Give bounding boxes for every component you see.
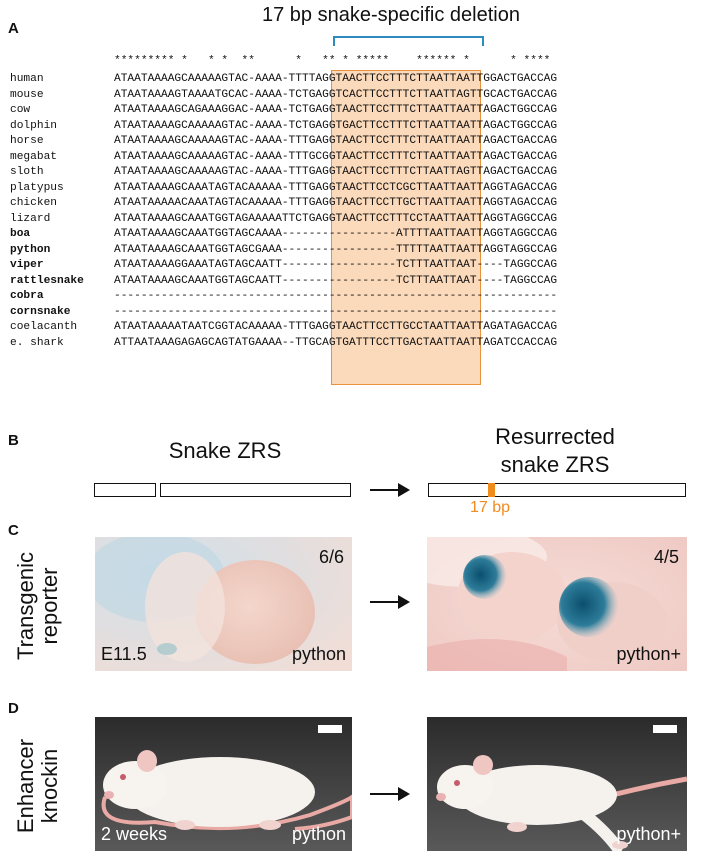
species-sequence: ATAATAAAAATAATCGGTACAAAAA-TTTGAGGTAACTTC… [114, 321, 558, 333]
panel-b-letter: B [8, 432, 19, 449]
count-left: 6/6 [318, 547, 344, 567]
species-name: lizard [10, 212, 51, 225]
snake-zrs-bar-segment-2 [160, 483, 351, 497]
species-name: e. shark [10, 336, 64, 349]
panel-c-side-label: Transgenic reporter [13, 536, 66, 676]
species-sequence: ATAATAAAAGCAAATGGTAGCGAAA---------------… [114, 243, 558, 256]
species-sequence: ATAATAAAAGCAAATGGTAGCAATT---------------… [114, 274, 558, 287]
species-sequence: ATAATAAAAGCAAAAAGTAC-AAAA-TCTGAGGTGACTTC… [114, 119, 558, 132]
mouse-image-right [427, 717, 687, 851]
species-name: megabat [10, 150, 57, 163]
species-names: human mouse cow dolphin horse megabat sloth pla… [10, 72, 114, 351]
resurrected-title-line2: snake ZRS [500, 452, 610, 477]
arrow-d-head [398, 787, 410, 801]
species-sequence: ATAATAAAAGCAGAAAGGAC-AAAA-TCTGAGGTAACTTC… [114, 104, 558, 116]
count-right: 4/5 [653, 547, 679, 567]
species-name: cornsnake [10, 305, 71, 318]
species-name: dolphin [10, 119, 57, 132]
deletion-title: 17 bp snake-specific deletion [262, 4, 520, 26]
genotype-left-d: python [291, 824, 346, 844]
embryo-photo-python: 6/6 E11.5 python [95, 537, 352, 671]
species-sequence: ATAATAAAAACAAATAGTACAAAAA-TTTGAGGTAACTTC… [114, 197, 558, 209]
species-sequence: ATAATAAAAGCAAAAAGTAC-AAAA-TTTGAGGTAACTTC… [114, 135, 558, 147]
insert-label: 17 bp [470, 499, 511, 516]
side-label-line1: Transgenic [13, 552, 38, 661]
conservation-stars: ********* * * * ** * ** * ***** ****** *… [114, 55, 551, 67]
age-label: 2 weeks [101, 824, 168, 844]
species-name: boa [10, 228, 31, 240]
mouse-photo-python: 2 weeks python [95, 717, 352, 851]
stage-label: E11.5 [101, 644, 147, 664]
arrow-b-head [398, 483, 410, 497]
arrow-b-shaft [370, 489, 400, 491]
arrow-d-shaft [370, 793, 400, 795]
species-sequence: ATAATAAAAGCAAAAAGTAC-AAAA-TTTGCGGTAACTTC… [114, 150, 558, 163]
snake-zrs-title: Snake ZRS [168, 438, 282, 463]
species-sequence: ATAATAAAAGCAAATAGTACAAAAA-TTTGAGGTAACTTC… [114, 181, 558, 194]
species-name: human [10, 73, 44, 85]
species-sequence: ATAATAAAAGCAAATGGTAGAAAAATTCTGAGGTAACTTC… [114, 212, 558, 225]
genotype-left-c: python [291, 644, 346, 664]
deletion-bracket [333, 36, 484, 46]
panel-d-letter: D [8, 700, 19, 717]
side-label-line2: reporter [37, 567, 62, 645]
genotype-right-d: python+ [616, 824, 681, 844]
panel-a-letter: A [8, 20, 19, 37]
species-sequence: ----------------------------------------… [114, 290, 558, 302]
species-name: coelacanth [10, 321, 78, 333]
side-label-line2-d: knockin [37, 748, 62, 824]
embryo-photo-python-plus: 4/5 python+ [427, 537, 687, 671]
species-sequence: ATAATAAAAGCAAAAAGTAC-AAAA-TTTGAGGTAACTTC… [114, 166, 558, 178]
insert-marker [488, 483, 495, 497]
arrow-c-shaft [370, 601, 400, 603]
species-sequence: ATAATAAAAGCAAATGGTAGCAAAA---------------… [114, 228, 558, 240]
species-name: platypus [10, 181, 64, 194]
snake-zrs-bar-segment-1 [94, 483, 156, 497]
species-sequence: ATTAATAAAGAGAGCAGTATGAAAA--TTGCAGTGATTTC… [114, 336, 558, 349]
species-name: cow [10, 104, 31, 116]
species-sequence: ATAATAAAAGGAAATAGTAGCAATT---------------… [114, 259, 558, 271]
resurrected-zrs-bar [428, 483, 686, 497]
species-name: rattlesnake [10, 274, 84, 287]
species-name: mouse [10, 88, 44, 101]
arrow-c-head [398, 595, 410, 609]
panel-c-letter: C [8, 522, 19, 539]
species-sequence: ATAATAAAAGCAAAAAGTAC-AAAA-TTTTAGGTAACTTC… [114, 73, 558, 85]
sequence-alignment: ATAATAAAAGCAAAAAGTAC-AAAA-TTTTAGGTAACTTC… [114, 72, 557, 351]
side-label-line1-d: Enhancer [13, 738, 38, 834]
panel-d-side-label: Enhancer knockin [13, 716, 66, 856]
embryo-image-left [95, 537, 352, 671]
species-name: viper [10, 259, 44, 271]
mouse-photo-python-plus: python+ [427, 717, 687, 851]
species-sequence: ----------------------------------------… [114, 305, 558, 318]
deletion-highlight-box [331, 70, 481, 385]
species-name: sloth [10, 166, 44, 178]
species-name: cobra [10, 290, 44, 302]
embryo-image-right [427, 537, 687, 671]
mouse-image-left [95, 717, 352, 851]
resurrected-title-line1: Resurrected [495, 424, 615, 449]
genotype-right-c: python+ [616, 644, 681, 664]
species-name: chicken [10, 197, 57, 209]
species-name: horse [10, 135, 44, 147]
species-name: python [10, 243, 51, 256]
species-sequence: ATAATAAAAGTAAAATGCAC-AAAA-TCTGAGGTCACTTC… [114, 88, 558, 101]
